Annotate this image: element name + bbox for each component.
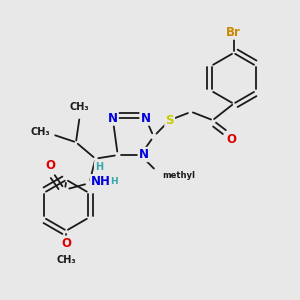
Text: Br: Br bbox=[226, 26, 241, 38]
Text: H: H bbox=[95, 162, 103, 172]
Text: CH₃: CH₃ bbox=[31, 128, 51, 137]
Text: CH₃: CH₃ bbox=[57, 254, 76, 265]
Text: O: O bbox=[226, 133, 236, 146]
Text: NH: NH bbox=[91, 175, 111, 188]
Text: N: N bbox=[139, 148, 149, 161]
Text: CH₃: CH₃ bbox=[70, 102, 89, 112]
Text: O: O bbox=[45, 159, 55, 172]
Text: methyl: methyl bbox=[162, 171, 195, 180]
Text: H: H bbox=[110, 177, 118, 186]
Text: N: N bbox=[140, 112, 151, 124]
Text: S: S bbox=[166, 114, 174, 127]
Text: N: N bbox=[108, 112, 118, 124]
Text: O: O bbox=[61, 237, 71, 250]
